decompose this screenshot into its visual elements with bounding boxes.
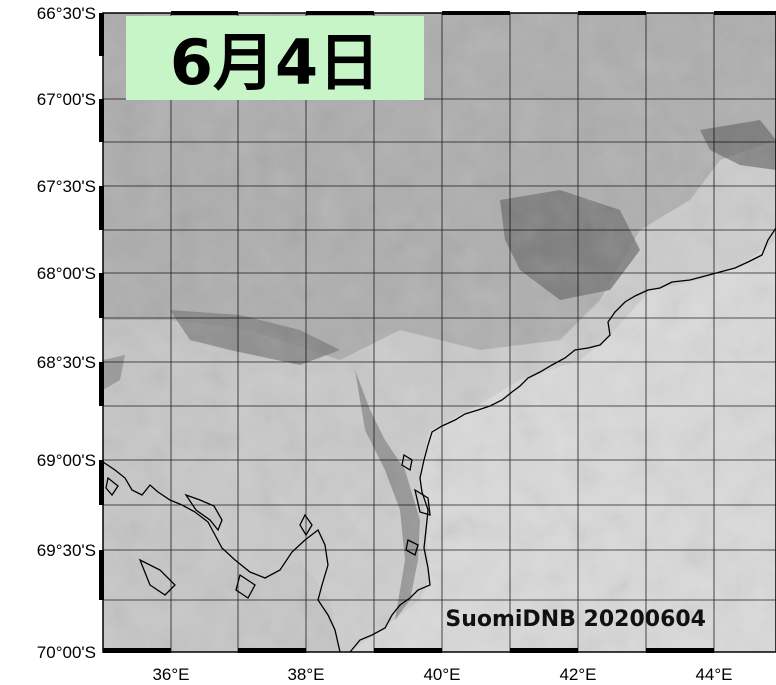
lat-label: 68°00'S — [37, 264, 96, 283]
lon-label: 40°E — [423, 665, 460, 684]
map-frame — [99, 11, 776, 653]
lon-label: 38°E — [287, 665, 324, 684]
lat-label: 69°00'S — [37, 451, 96, 470]
date-title-background — [126, 16, 424, 100]
lon-label: 42°E — [559, 665, 596, 684]
lat-label: 69°30'S — [37, 541, 96, 560]
latitude-labels: 66°30'S 67°00'S 67°30'S 68°00'S 68°30'S … — [37, 4, 96, 662]
lon-label: 44°E — [695, 665, 732, 684]
graticule — [103, 13, 776, 652]
longitude-labels: 36°E 38°E 40°E 42°E 44°E — [152, 665, 732, 684]
lat-label: 67°00'S — [37, 90, 96, 109]
satellite-imagery — [103, 13, 776, 652]
lat-label: 67°30'S — [37, 177, 96, 196]
credit-label: SuomiDNB 20200604 — [445, 607, 706, 632]
lon-label: 36°E — [152, 665, 189, 684]
lat-label: 70°00'S — [37, 643, 96, 662]
coastline — [103, 227, 776, 652]
lat-label: 68°30'S — [37, 353, 96, 372]
date-title-box: 6月4日 — [126, 16, 424, 100]
lat-label: 66°30'S — [37, 4, 96, 23]
date-title: 6月4日 — [170, 26, 380, 99]
